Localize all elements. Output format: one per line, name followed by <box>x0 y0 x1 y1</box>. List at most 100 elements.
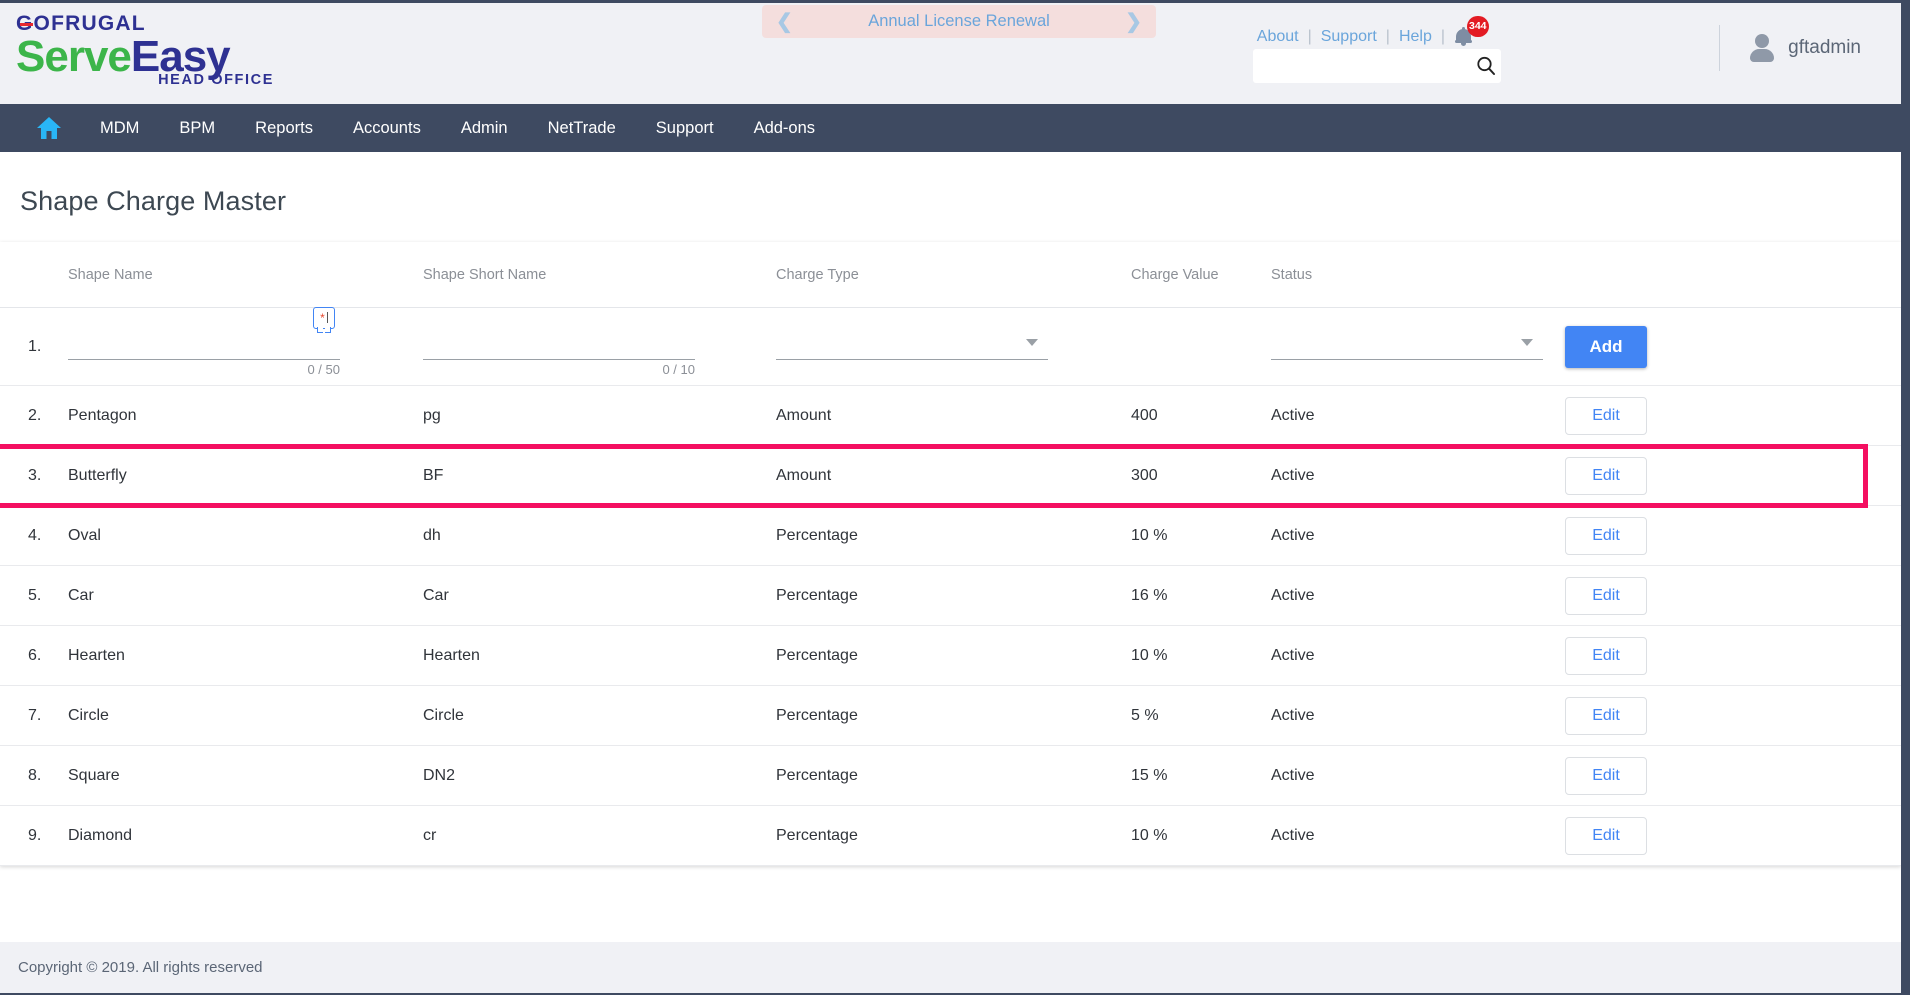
notifications-button[interactable]: 344 <box>1445 16 1489 46</box>
row-action-cell: Edit <box>1531 636 1901 675</box>
table-row: 2. Pentagon pg Amount 400 Active Edit <box>0 386 1901 446</box>
table-row: 4. Oval dh Percentage 10 % Active Edit <box>0 506 1901 566</box>
entry-action-cell: Add <box>1531 325 1901 368</box>
row-shape-name: Oval <box>68 526 101 544</box>
notification-count-badge: 344 <box>1467 16 1489 37</box>
row-charge-value: 15 % <box>1131 766 1168 784</box>
entry-charge-type-cell <box>776 333 1131 360</box>
promo-prev-icon[interactable]: ❮ <box>776 10 793 33</box>
required-asterisk: * <box>320 310 325 325</box>
header-shape-name: Shape Name <box>68 266 153 283</box>
row-charge-value: 10 % <box>1131 526 1168 544</box>
search-input[interactable] <box>1253 49 1471 83</box>
header-shape-short: Shape Short Name <box>423 266 547 283</box>
entry-row-index: 1. <box>28 337 42 355</box>
global-search[interactable] <box>1253 49 1501 83</box>
row-index: 8. <box>28 766 42 784</box>
shape-short-name-field[interactable]: 0 / 10 <box>423 333 695 377</box>
edit-button[interactable]: Edit <box>1565 516 1647 555</box>
promo-banner[interactable]: ❮ Annual License Renewal ❯ <box>762 5 1156 38</box>
top-header: GOFRUGAL ServeEasy HEAD OFFICE ❮ Annual … <box>0 0 1901 104</box>
main-navigation: MDM BPM Reports Accounts Admin NetTrade … <box>0 104 1901 152</box>
row-charge-type: Percentage <box>776 706 858 724</box>
row-charge-value: 300 <box>1131 466 1158 484</box>
edit-button[interactable]: Edit <box>1565 696 1647 735</box>
table-row: 6. Hearten Hearten Percentage 10 % Active Edit <box>0 626 1901 686</box>
row-status: Active <box>1271 526 1315 544</box>
row-shape-short: pg <box>423 406 441 424</box>
nav-item-accounts[interactable]: Accounts <box>352 119 421 137</box>
row-charge-value: 16 % <box>1131 586 1168 604</box>
nav-item-mdm[interactable]: MDM <box>100 119 140 137</box>
chevron-down-icon[interactable] <box>1521 339 1533 346</box>
copyright-text: Copyright © 2019. All rights reserved <box>18 959 263 976</box>
row-index: 7. <box>28 706 42 724</box>
row-shape-name: Hearten <box>68 646 125 664</box>
row-status: Active <box>1271 406 1315 424</box>
brand-serveeasy-text: ServeEasy <box>16 32 276 81</box>
nav-item-admin[interactable]: Admin <box>460 119 508 137</box>
shape-name-input[interactable] <box>68 333 340 360</box>
row-shape-name: Diamond <box>68 826 133 844</box>
new-entry-row: 1. * 0 / 50 0 / 10 <box>0 306 1901 386</box>
nav-item-addons[interactable]: Add-ons <box>753 119 816 137</box>
brand-serve-word: Serve <box>16 32 132 81</box>
promo-next-icon[interactable]: ❯ <box>1125 10 1142 33</box>
edit-button[interactable]: Edit <box>1565 576 1647 615</box>
row-action-cell: Edit <box>1531 576 1901 615</box>
required-field-tooltip-icon: * <box>313 306 335 333</box>
home-nav-button[interactable] <box>18 116 80 140</box>
edit-button[interactable]: Edit <box>1565 756 1647 795</box>
row-shape-name: Square <box>68 766 120 784</box>
table-row: 7. Circle Circle Percentage 5 % Active Edit <box>0 686 1901 746</box>
row-charge-value: 5 % <box>1131 706 1159 724</box>
nav-item-nettrade[interactable]: NetTrade <box>547 119 616 137</box>
edit-button[interactable]: Edit <box>1565 816 1647 855</box>
row-shape-name: Circle <box>68 706 109 724</box>
about-link[interactable]: About <box>1256 27 1299 45</box>
row-status: Active <box>1271 586 1315 604</box>
row-charge-type: Percentage <box>776 826 858 844</box>
row-index: 5. <box>28 586 42 604</box>
user-menu[interactable]: gftadmin <box>1719 25 1861 71</box>
home-icon <box>37 117 61 139</box>
row-index: 3. <box>28 466 42 484</box>
table-row: 8. Square DN2 Percentage 15 % Active Edit <box>0 746 1901 806</box>
table-row: 3. Butterfly BF Amount 300 Active Edit <box>0 446 1901 506</box>
promo-banner-text[interactable]: Annual License Renewal <box>868 12 1050 30</box>
status-select[interactable] <box>1271 333 1543 360</box>
edit-button[interactable]: Edit <box>1565 456 1647 495</box>
row-index: 6. <box>28 646 42 664</box>
entry-shape-name-cell: * 0 / 50 <box>68 306 423 377</box>
row-action-cell: Edit <box>1531 696 1901 735</box>
row-action-cell: Edit <box>1531 516 1901 555</box>
row-charge-type: Amount <box>776 406 832 424</box>
support-link[interactable]: Support <box>1320 27 1377 45</box>
entry-shape-short-cell: 0 / 10 <box>423 333 776 377</box>
table-row: 5. Car Car Percentage 16 % Active Edit <box>0 566 1901 626</box>
row-charge-type: Percentage <box>776 646 858 664</box>
bell-icon <box>1455 27 1472 46</box>
shape-charge-table-card: Shape Name Shape Short Name Charge Type … <box>0 242 1901 866</box>
edit-button[interactable]: Edit <box>1565 396 1647 435</box>
row-status: Active <box>1271 706 1315 724</box>
shape-short-name-input[interactable] <box>423 333 695 360</box>
help-link[interactable]: Help <box>1398 27 1432 45</box>
row-shape-short: Circle <box>423 706 464 724</box>
row-action-cell: Edit <box>1531 396 1901 435</box>
nav-item-bpm[interactable]: BPM <box>179 119 216 137</box>
row-status: Active <box>1271 826 1315 844</box>
nav-item-support[interactable]: Support <box>655 119 714 137</box>
nav-item-reports[interactable]: Reports <box>255 119 313 137</box>
chevron-down-icon[interactable] <box>1026 339 1038 346</box>
edit-button[interactable]: Edit <box>1565 636 1647 675</box>
row-charge-value: 10 % <box>1131 646 1168 664</box>
shape-name-field[interactable]: * 0 / 50 <box>68 306 340 377</box>
charge-type-select[interactable] <box>776 333 1048 360</box>
brand-logo[interactable]: GOFRUGAL ServeEasy HEAD OFFICE <box>16 13 276 88</box>
top-utility-links: About | Support | Help | 344 <box>1248 16 1489 46</box>
search-icon[interactable] <box>1471 55 1501 77</box>
row-index: 2. <box>28 406 42 424</box>
add-button[interactable]: Add <box>1565 325 1647 368</box>
